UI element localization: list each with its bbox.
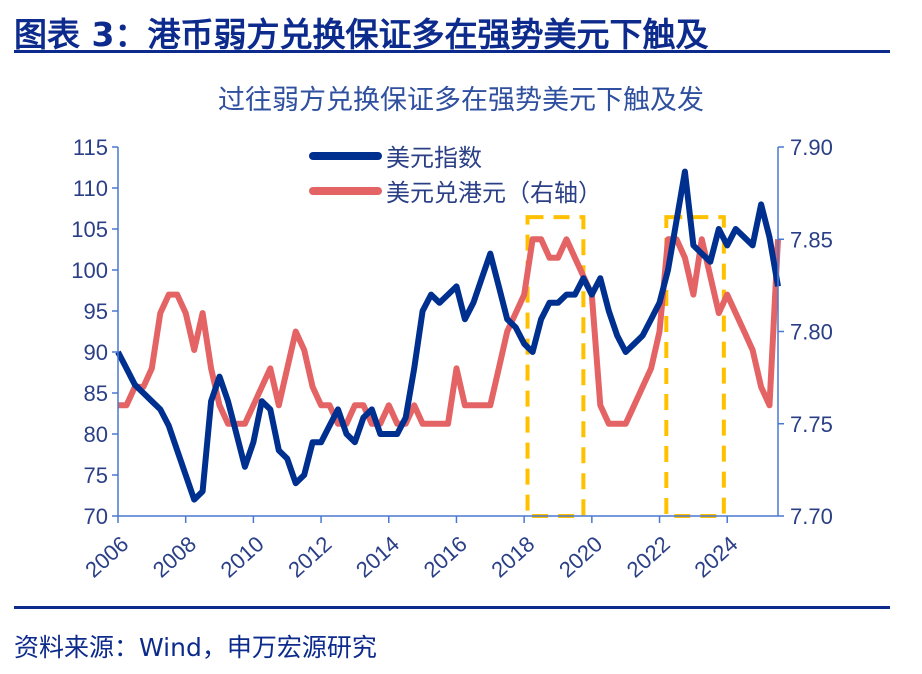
x-tick-label: 2012 xyxy=(283,531,336,582)
x-tick-label: 2016 xyxy=(419,531,472,582)
highlight-box-1 xyxy=(525,215,586,519)
left-tick-label: 70 xyxy=(84,504,108,529)
right-tick-label: 7.90 xyxy=(790,135,833,160)
left-tick-label: 75 xyxy=(84,463,108,488)
footer-rule xyxy=(14,606,890,609)
right-tick-label: 7.85 xyxy=(790,227,833,252)
highlight-box-2 xyxy=(664,215,726,519)
series-line-dxy xyxy=(115,168,781,503)
right-tick-label: 7.75 xyxy=(790,412,833,437)
source-note: 资料来源：Wind，申万宏源研究 xyxy=(14,633,377,662)
left-tick-label: 110 xyxy=(73,176,108,201)
chart-title: 过往弱方兑换保证多在强势美元下触及发 xyxy=(218,85,704,116)
left-tick-label: 115 xyxy=(73,135,108,160)
left-tick-label: 105 xyxy=(71,217,108,242)
x-tick-label: 2008 xyxy=(148,531,201,582)
legend-label-dxy: 美元指数 xyxy=(386,144,482,172)
x-tick-label: 2018 xyxy=(486,531,539,582)
header-rule xyxy=(14,50,890,53)
x-tick-label: 2022 xyxy=(622,531,675,582)
left-tick-label: 85 xyxy=(84,381,108,406)
left-tick-label: 90 xyxy=(84,340,108,365)
x-tick-label: 2006 xyxy=(80,531,133,582)
right-tick-label: 7.70 xyxy=(790,504,833,529)
left-tick-label: 80 xyxy=(84,422,108,447)
x-tick-label: 2024 xyxy=(689,531,742,582)
right-tick-label: 7.80 xyxy=(790,320,833,345)
x-tick-label: 2020 xyxy=(554,531,607,582)
series-line-usdhkd xyxy=(118,236,781,427)
legend-label-usdhkd: 美元兑港元（右轴） xyxy=(386,179,602,207)
x-tick-label: 2010 xyxy=(216,531,269,582)
x-tick-label: 2014 xyxy=(351,531,404,582)
figure-header: 图表 3：港币弱方兑换保证多在强势美元下触及 xyxy=(14,15,709,54)
legend: 美元指数 美元兑港元（右轴） xyxy=(309,144,602,207)
left-tick-label: 95 xyxy=(84,299,108,324)
left-tick-label: 100 xyxy=(71,258,108,283)
